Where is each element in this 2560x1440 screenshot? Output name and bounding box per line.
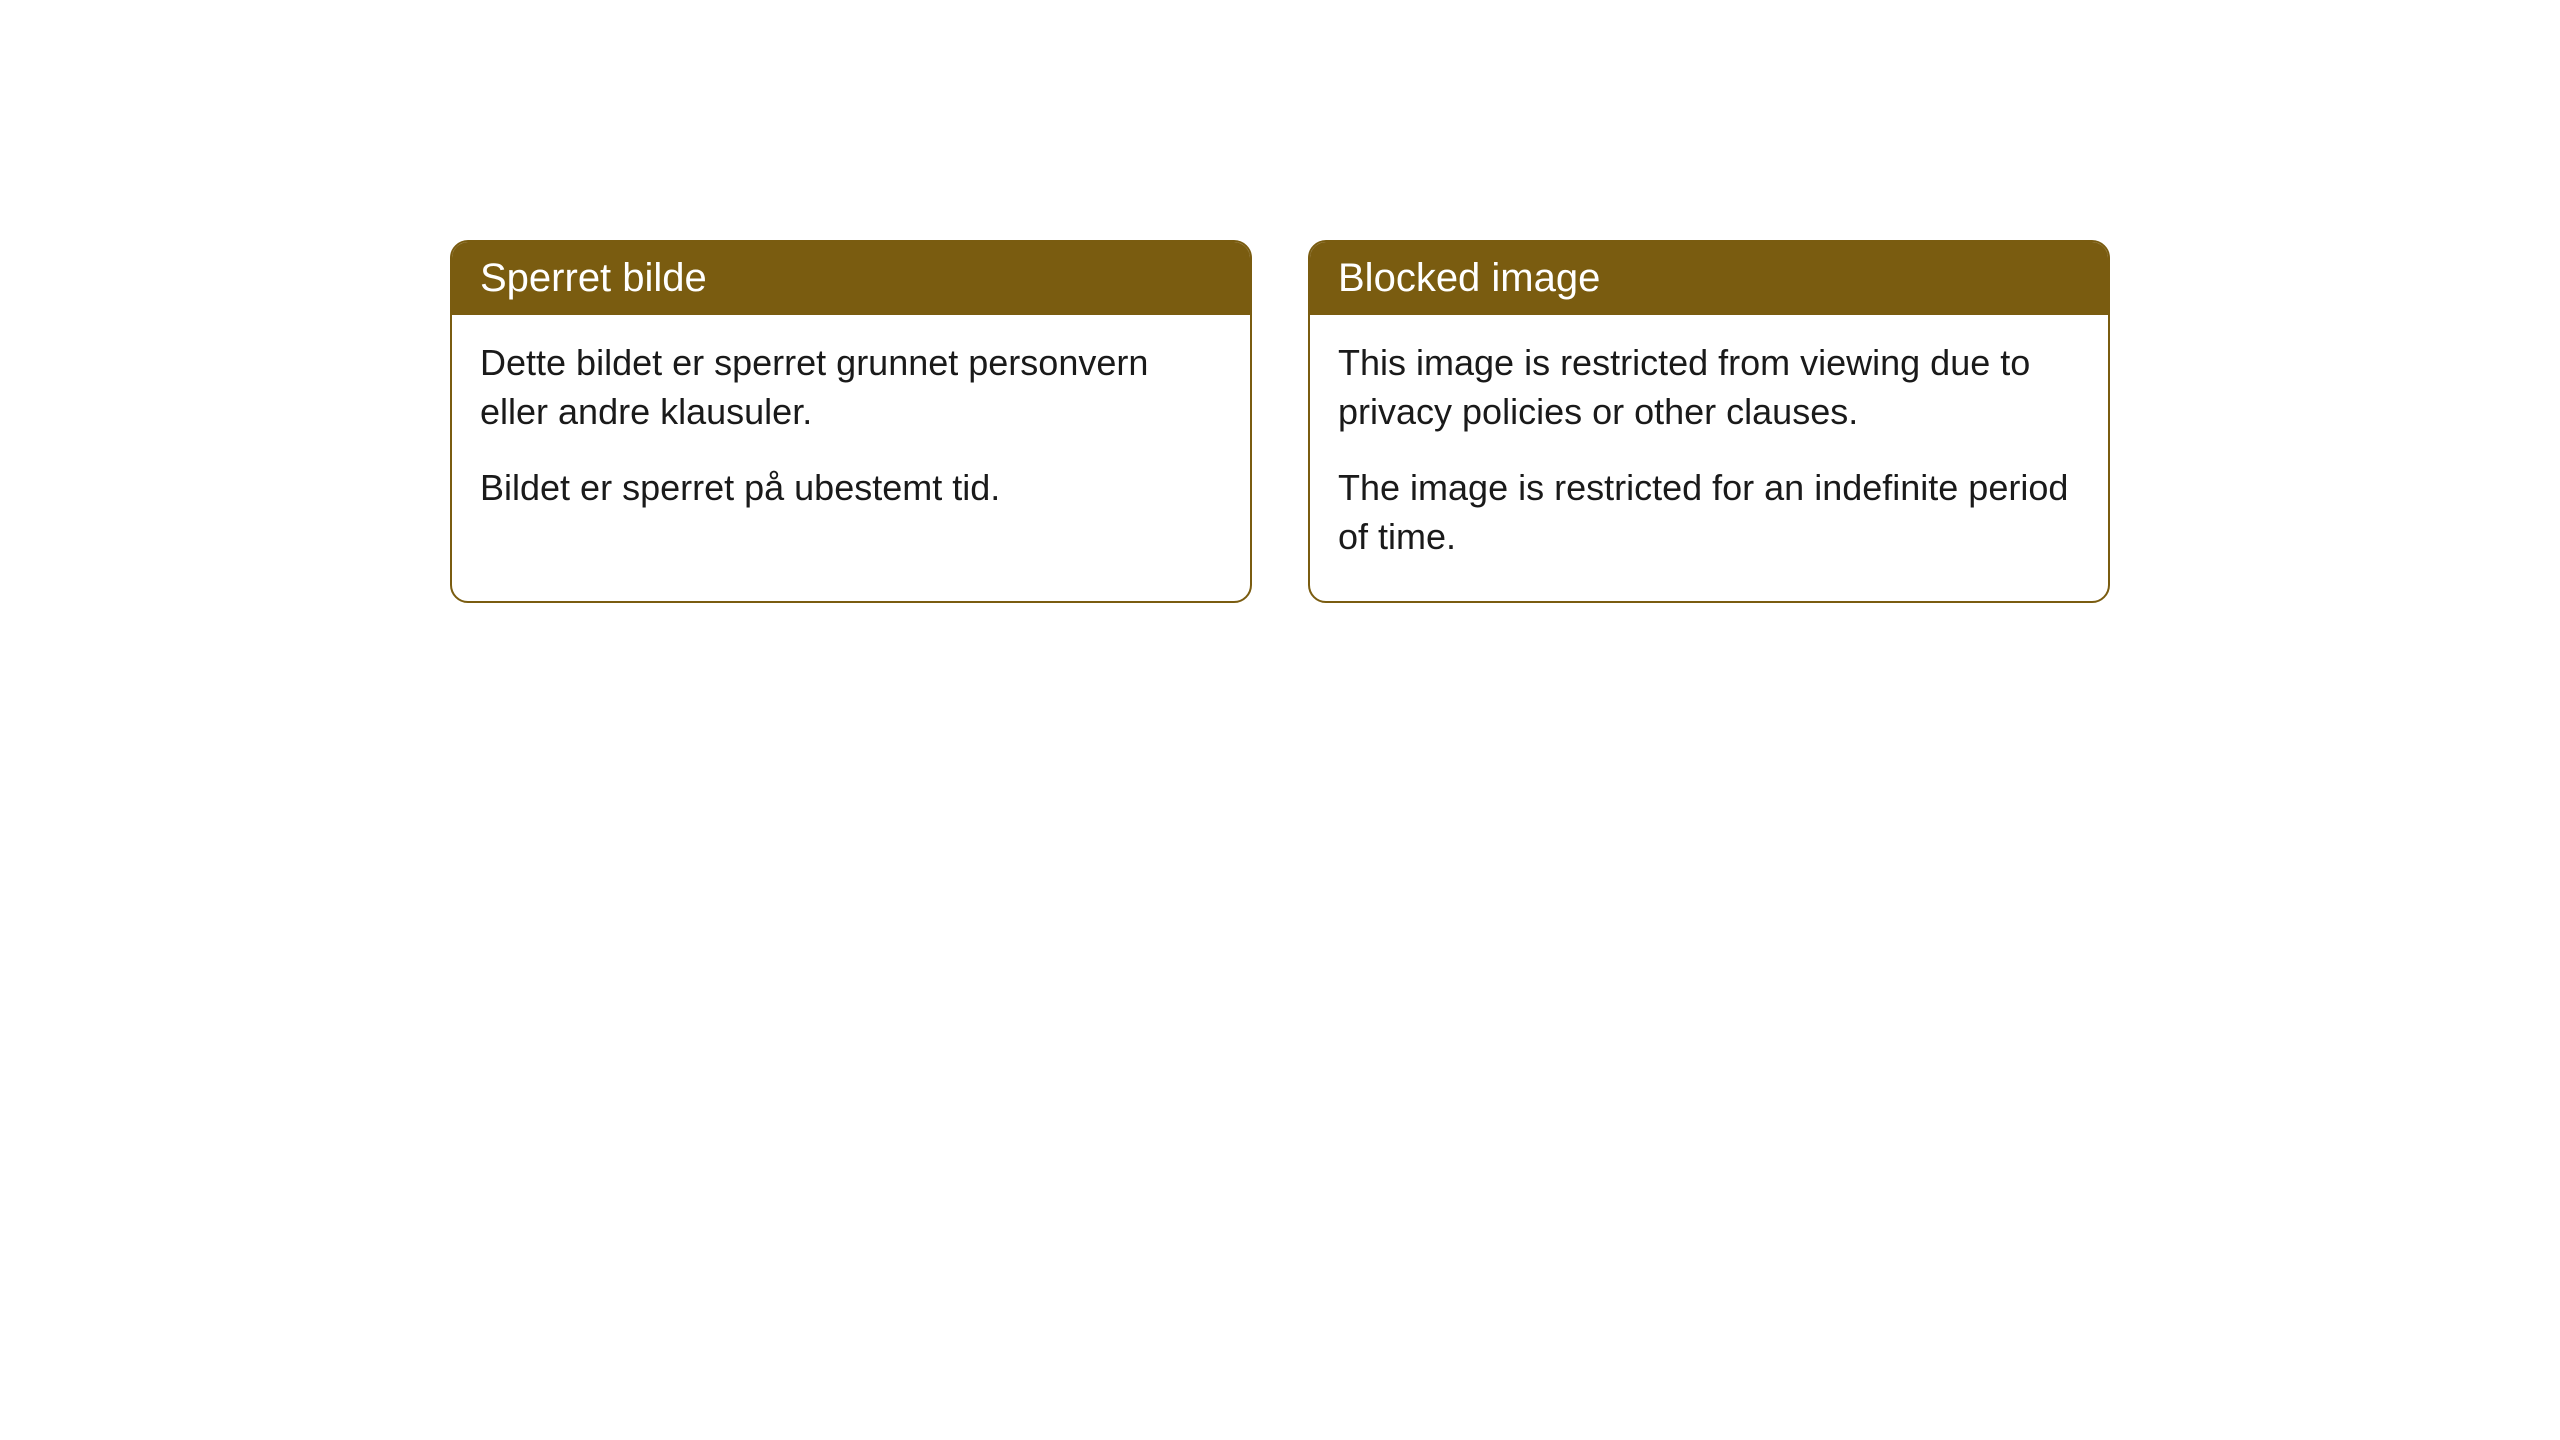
card-paragraph: Dette bildet er sperret grunnet personve… (480, 339, 1222, 436)
card-title: Blocked image (1338, 256, 1600, 300)
card-paragraph: Bildet er sperret på ubestemt tid. (480, 464, 1222, 513)
notice-card-norwegian: Sperret bilde Dette bildet er sperret gr… (450, 240, 1252, 603)
card-title: Sperret bilde (480, 256, 707, 300)
notice-card-english: Blocked image This image is restricted f… (1308, 240, 2110, 603)
card-body: This image is restricted from viewing du… (1310, 315, 2108, 601)
notice-cards-container: Sperret bilde Dette bildet er sperret gr… (450, 240, 2110, 603)
card-paragraph: This image is restricted from viewing du… (1338, 339, 2080, 436)
card-header: Sperret bilde (452, 242, 1250, 315)
card-body: Dette bildet er sperret grunnet personve… (452, 315, 1250, 553)
card-header: Blocked image (1310, 242, 2108, 315)
card-paragraph: The image is restricted for an indefinit… (1338, 464, 2080, 561)
